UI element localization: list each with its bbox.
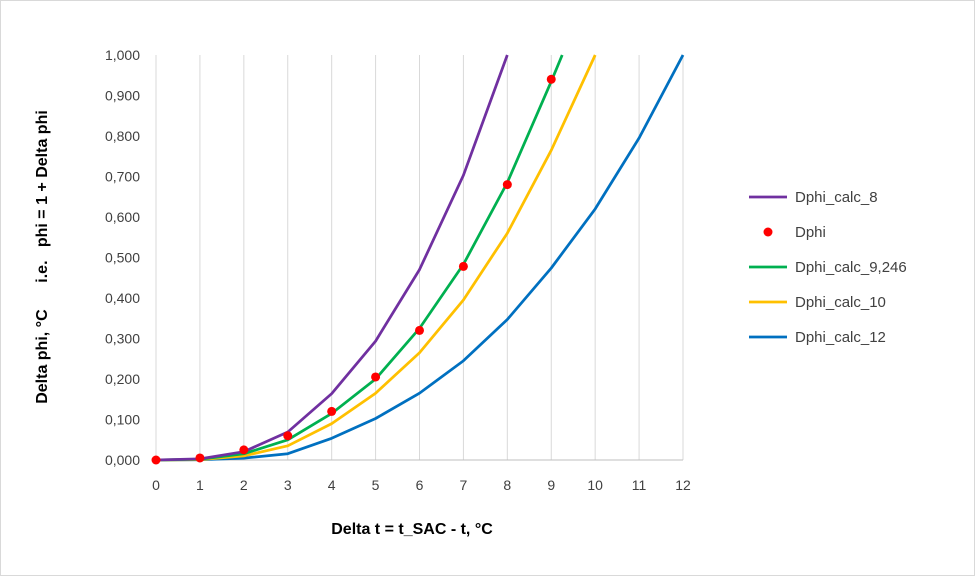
data-point-dphi [415,325,424,335]
x-tick-label: 4 [328,477,336,493]
legend-label-dphi-calc-9-246: Dphi_calc_9,246 [795,259,907,276]
plot-area [151,54,685,465]
y-tick-label: 0,100 [105,412,140,428]
data-point-dphi [283,431,293,441]
y-tick-label: 0,700 [105,169,140,185]
y-tick-label: 0,300 [105,331,140,347]
y-tick-label: 0,500 [105,250,140,266]
x-tick-label: 11 [632,477,647,493]
legend-label-dphi-calc-10: Dphi_calc_10 [795,294,886,311]
y-tick-label: 1,000 [105,47,140,63]
series-line-dphi-calc-12 [155,54,685,462]
legend-label-dphi-calc-8: Dphi_calc_8 [795,189,878,206]
y-axis-title: Delta phi, °C i.e. phi = 1 + Delta phi [34,110,51,404]
data-point-dphi [546,74,556,84]
data-point-dphi [151,455,161,465]
x-tick-label: 3 [284,477,292,493]
legend-swatch-dphi [763,227,773,237]
x-tick-label: 8 [503,477,511,493]
x-tick-label: 12 [675,477,691,493]
data-point-dphi [239,445,249,455]
y-tick-label: 0,400 [105,290,140,306]
x-tick-label: 9 [547,477,555,493]
y-tick-label: 0,600 [105,209,140,225]
x-tick-label: 0 [152,477,160,493]
data-point-dphi [327,406,337,416]
y-tick-label: 0,200 [105,371,140,387]
y-tick-label: 0,800 [105,128,140,144]
data-point-dphi [458,261,468,271]
legend-label-dphi-calc-12: Dphi_calc_12 [795,329,886,346]
x-tick-label: 1 [196,477,204,493]
y-tick-label: 0,000 [105,452,140,468]
x-tick-label: 10 [587,477,603,493]
legend-label-dphi: Dphi [795,224,826,241]
data-point-dphi [371,372,381,382]
series-line-dphi-calc-10 [155,54,597,462]
x-axis-title: Delta t = t_SAC - t, °C [331,521,493,538]
gridlines [155,55,684,460]
x-tick-label: 5 [372,477,380,493]
legend: Dphi_calc_8 Dphi Dphi_calc_9,246 Dphi_calc_… [749,189,907,346]
y-tick-label: 0,900 [105,88,140,104]
series-line-dphi-calc-9-246 [155,54,564,462]
x-tick-label: 6 [416,477,424,493]
x-tick-label: 2 [240,477,248,493]
series-line-dphi-calc-8 [155,54,509,462]
x-tick-label: 7 [460,477,468,493]
tick-labels: 0 1 2 3 4 5 6 7 8 9 10 11 120,0000,1000,2000,3000,40… [105,47,691,493]
data-point-dphi [195,453,205,463]
data-point-dphi [502,180,512,190]
